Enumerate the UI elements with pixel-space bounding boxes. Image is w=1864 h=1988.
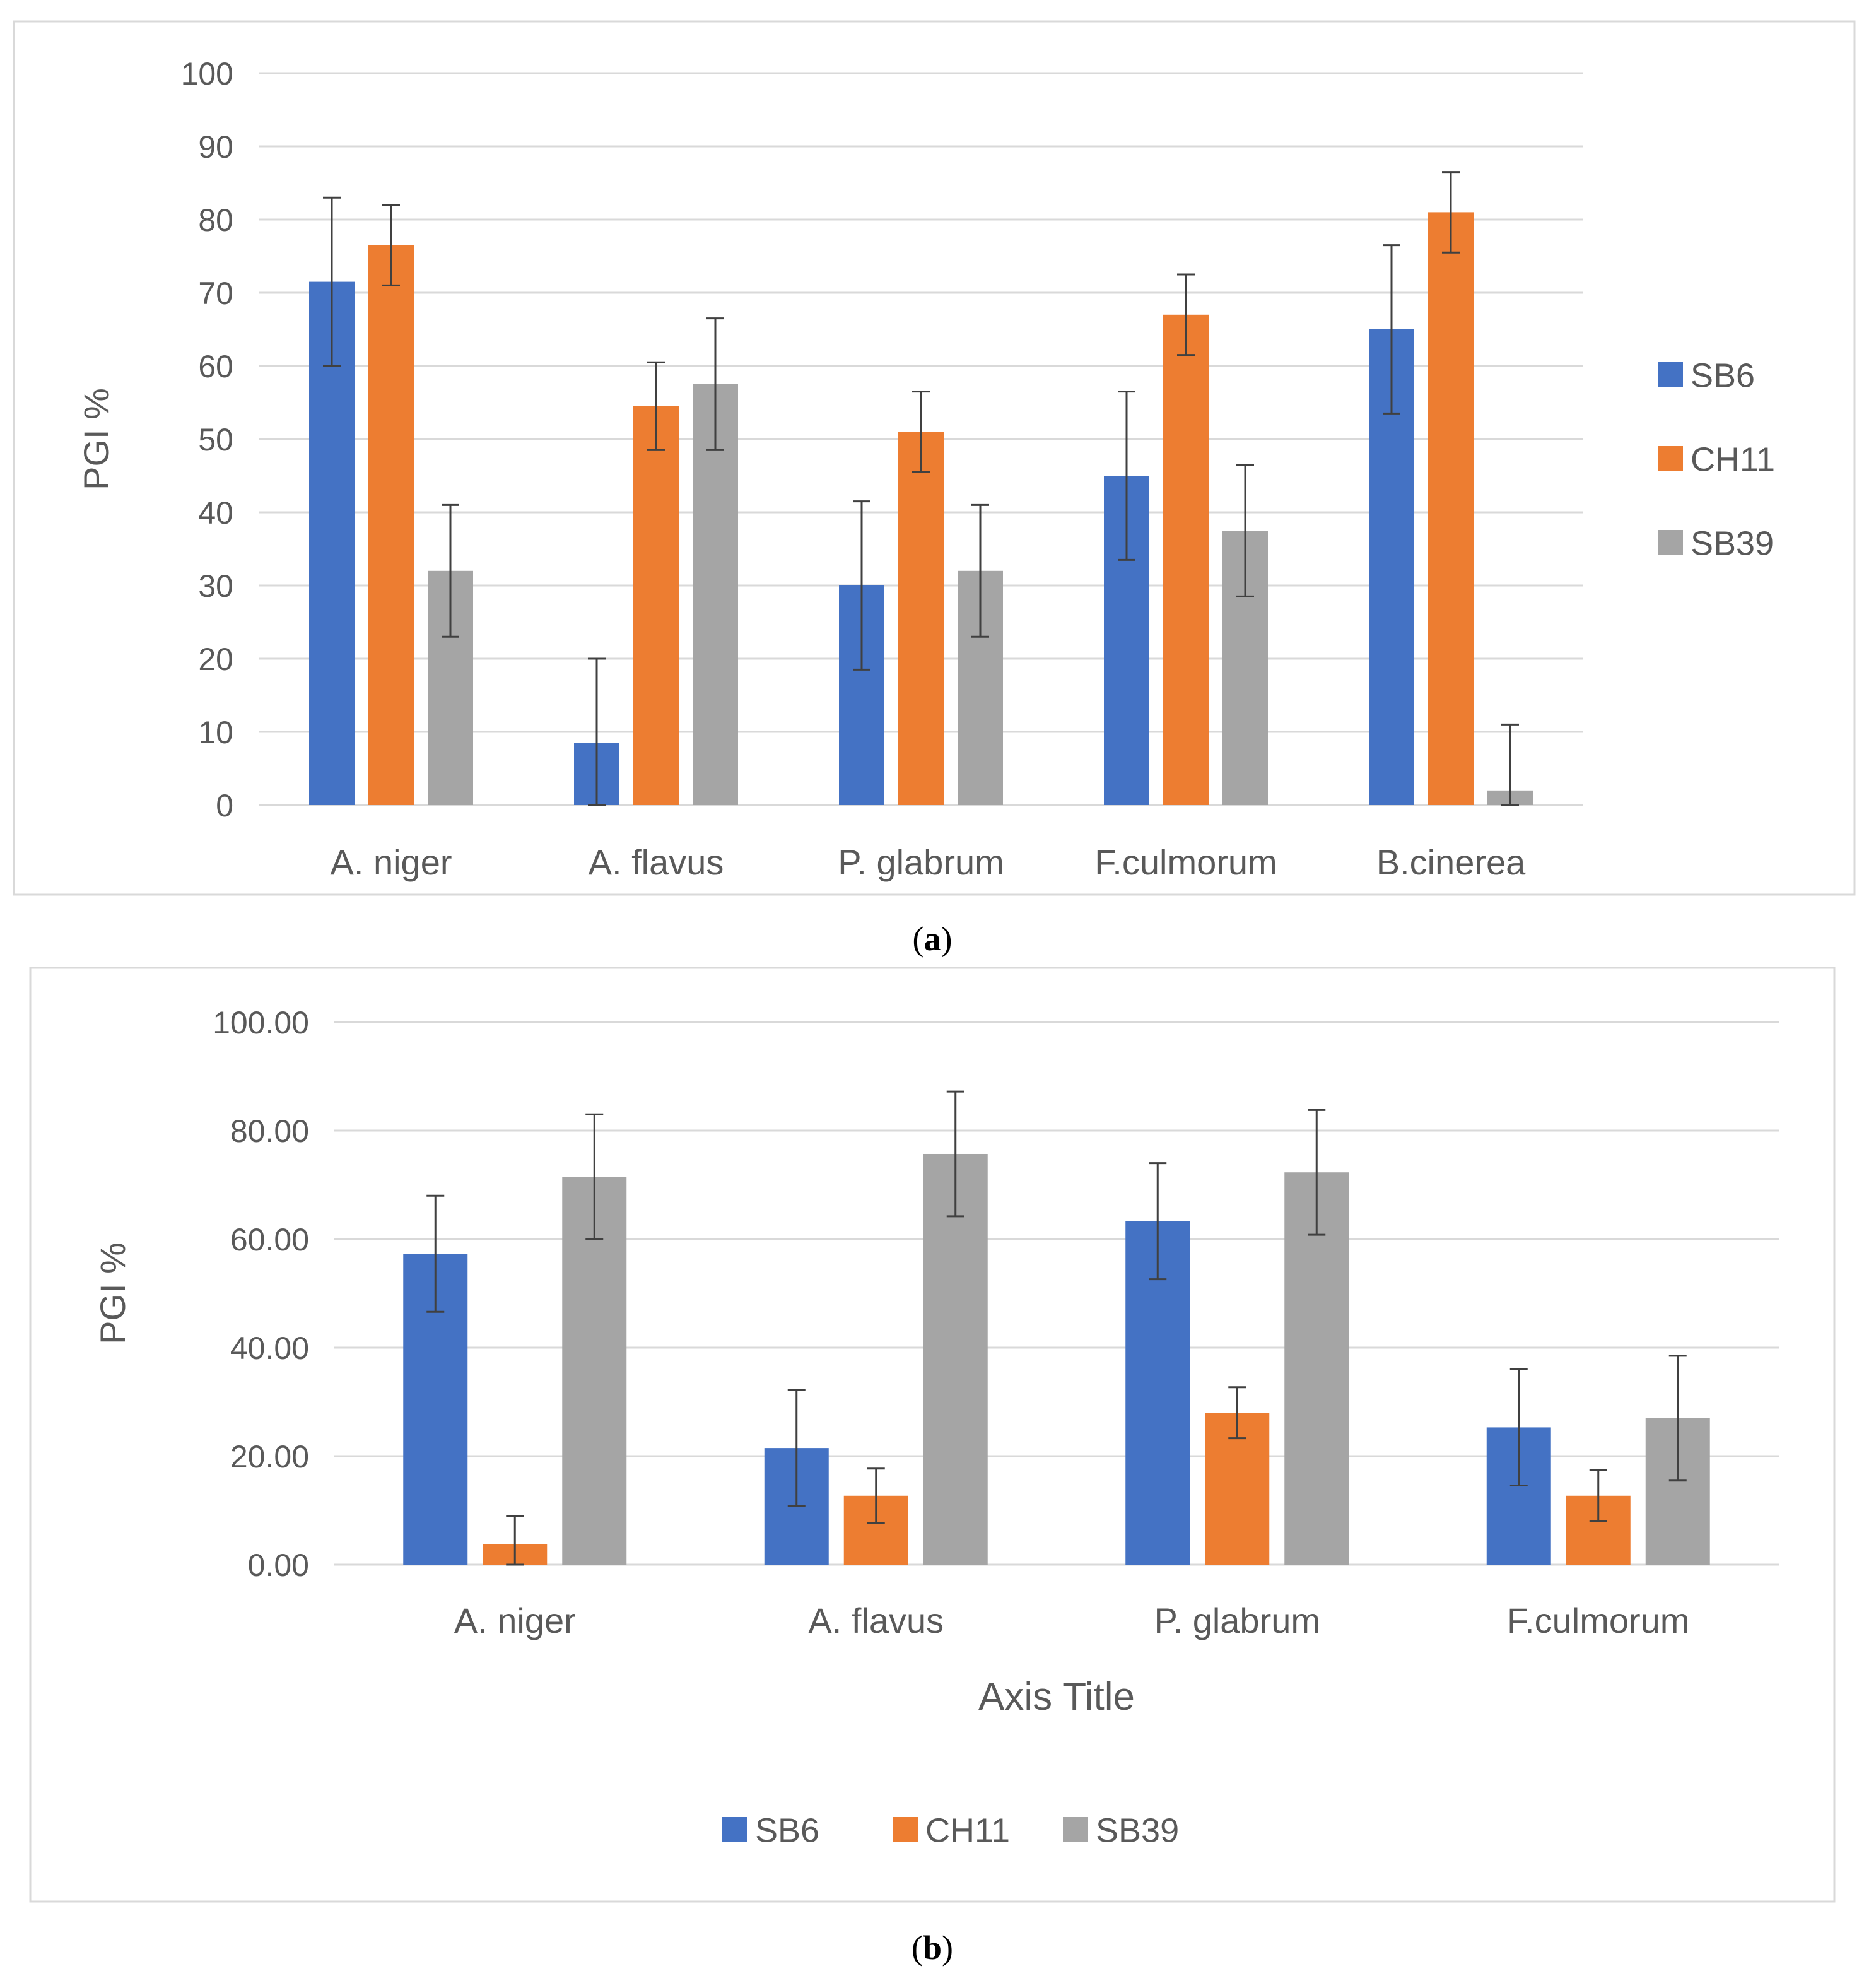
- panel-b-category-label: F.culmorum: [1507, 1601, 1689, 1640]
- panel-b-legend-label-sb6: SB6: [755, 1811, 819, 1849]
- panel-a-bar-ch11-a-niger: [368, 245, 414, 806]
- panel-b-category-label: A. niger: [454, 1601, 576, 1640]
- panel-a-category-label: A. niger: [331, 842, 452, 882]
- panel-b-legend-swatch-sb6: [722, 1817, 747, 1842]
- panel-a-ytick-label: 60: [198, 349, 233, 384]
- panel-b-ytick-label: 80.00: [230, 1114, 309, 1149]
- panel-a-ytick-label: 90: [198, 129, 233, 165]
- panel-b-legend-label-sb39: SB39: [1096, 1811, 1179, 1849]
- panel-b-ytick-label: 0.00: [248, 1548, 309, 1583]
- panel-a-ytick-label: 30: [198, 568, 233, 604]
- panel-b-category-label: A. flavus: [808, 1601, 944, 1640]
- panel-a-ytick-label: 20: [198, 642, 233, 677]
- panel-a-legend-swatch-sb39: [1658, 530, 1683, 555]
- panel-a-ytick-label: 0: [216, 788, 233, 823]
- panel-a-caption: (a): [913, 920, 953, 958]
- panel-a-legend-swatch-sb6: [1658, 362, 1683, 387]
- panel-b-y-axis-title: PGI %: [93, 1242, 132, 1344]
- panel-b-bar-sb39-a-flavus: [923, 1153, 988, 1565]
- panel-a-bar-sb6-a-niger: [309, 281, 355, 806]
- panel-b-category-label: P. glabrum: [1154, 1601, 1320, 1640]
- panel-a-category-label: F.culmorum: [1094, 842, 1277, 882]
- panel-a-ytick-label: 50: [198, 422, 233, 457]
- panel-a-bar-ch11-p-glabrum: [898, 432, 944, 805]
- panel-a-legend-label-ch11: CH11: [1691, 440, 1775, 478]
- panel-b-ytick-label: 100.00: [213, 1005, 309, 1040]
- panel-a-legend-label-sb39: SB39: [1691, 524, 1774, 562]
- panel-b-bar-sb39-p-glabrum: [1284, 1172, 1349, 1565]
- panel-a-bar-ch11-f-culmorum: [1163, 314, 1209, 805]
- panel-a-caption-letter: a: [924, 920, 941, 958]
- panel-b-caption: (b): [911, 1929, 953, 1967]
- panel-a-ytick-label: 100: [181, 56, 233, 91]
- panel-b-bar-sb39-a-niger: [562, 1177, 627, 1565]
- panel-b-chart: 0.00 20.00 40.00 60.00 80.00 100.00 PGI % A. ni…: [93, 1005, 1779, 1849]
- panel-a-category-label: B.cinerea: [1376, 842, 1526, 882]
- panel-a-chart: 0 10 20 30 40 50 60 70 80 90 100 PGI % A. niger A. fl…: [76, 56, 1775, 882]
- panel-a-ytick-label: 70: [198, 276, 233, 311]
- panel-b-ytick-label: 20.00: [230, 1439, 309, 1474]
- panel-a-legend-label-sb6: SB6: [1691, 356, 1755, 394]
- panel-a-y-axis-title: PGI %: [76, 388, 116, 490]
- panel-b-caption-letter: b: [923, 1929, 942, 1967]
- panel-b-ytick-label: 60.00: [230, 1222, 309, 1257]
- panel-a-category-label: P. glabrum: [838, 842, 1004, 882]
- panel-a-bar-ch11-b-cinerea: [1428, 212, 1474, 805]
- panel-a-bar-sb39-a-flavus: [693, 384, 738, 805]
- panel-b-legend-swatch-sb39: [1063, 1817, 1088, 1842]
- panel-a-legend-swatch-ch11: [1658, 446, 1683, 471]
- panel-a-bar-ch11-a-flavus: [633, 406, 679, 805]
- panel-b-legend-swatch-ch11: [893, 1817, 918, 1842]
- panel-a-category-label: A. flavus: [589, 842, 724, 882]
- panel-b-ytick-label: 40.00: [230, 1331, 309, 1366]
- panel-b-x-axis-title: Axis Title: [978, 1675, 1135, 1719]
- panel-b-legend-label-ch11: CH11: [925, 1811, 1010, 1849]
- panel-a-ytick-label: 40: [198, 495, 233, 531]
- panel-a-ytick-label: 80: [198, 203, 233, 238]
- panel-a-ytick-label: 10: [198, 715, 233, 750]
